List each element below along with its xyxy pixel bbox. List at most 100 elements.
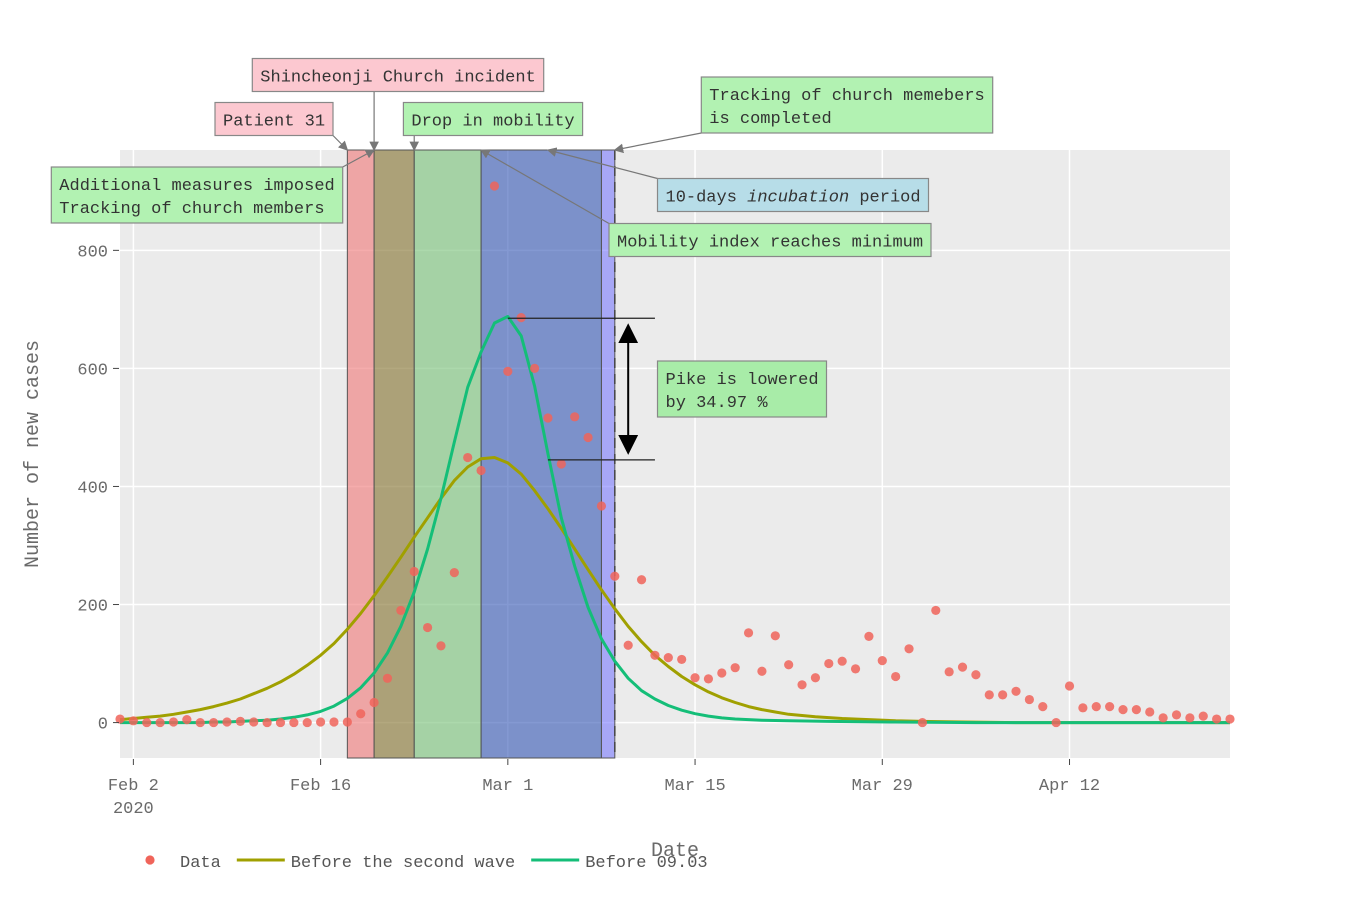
- data-point: [837, 656, 847, 666]
- data-point: [543, 413, 553, 423]
- data-point: [382, 673, 393, 683]
- x-tick-label: Feb 16: [290, 777, 351, 796]
- data-point: [984, 690, 994, 700]
- data-point: [142, 717, 152, 728]
- annotation-text: by 34.97 %: [666, 394, 769, 413]
- shaded-periods: [346, 149, 616, 759]
- data-point: [262, 717, 272, 728]
- data-point: [1171, 710, 1182, 720]
- series-line: [119, 456, 1230, 725]
- annotation-text: Pike is lowered: [666, 371, 819, 390]
- annotation-arrow: [613, 132, 702, 154]
- data-point: [529, 363, 540, 374]
- x-tick-label: Apr 12: [1039, 777, 1100, 796]
- data-point: [570, 412, 580, 422]
- data-point: [1024, 694, 1034, 705]
- shaded-period: [346, 149, 375, 759]
- legend-label: Before the second wave: [291, 854, 515, 873]
- data-point: [316, 717, 326, 727]
- data-point: [222, 717, 232, 727]
- annotation-text-italic: incubation: [747, 189, 849, 208]
- data-point: [1038, 702, 1048, 712]
- data-point: [1131, 704, 1141, 715]
- annotation-text: Tracking of church memebers: [709, 87, 984, 106]
- y-axis-title: Number of new cases: [22, 340, 45, 568]
- data-point: [182, 715, 192, 725]
- data-point: [650, 650, 660, 660]
- data-point: [784, 660, 794, 670]
- data-point: [449, 568, 459, 578]
- data-point: [623, 640, 633, 650]
- x-tick-label: Feb 2: [108, 777, 159, 796]
- data-point: [476, 465, 486, 476]
- data-point: [583, 432, 593, 443]
- shaded-period: [480, 149, 602, 759]
- data-point: [797, 680, 807, 690]
- data-point: [356, 709, 366, 719]
- y-tick-label: 800: [77, 243, 108, 262]
- data-point: [369, 697, 379, 708]
- data-point: [730, 663, 740, 673]
- data-point: [690, 673, 700, 683]
- data-point: [904, 644, 914, 654]
- data-point: [329, 717, 339, 727]
- data-point: [917, 717, 928, 728]
- data-point: [1212, 714, 1222, 724]
- data-point: [610, 571, 620, 581]
- data-point: [275, 717, 286, 728]
- annotation-box: [700, 76, 994, 134]
- annotation-box: [50, 166, 344, 224]
- data-point: [209, 717, 219, 728]
- annotation-box: [608, 222, 932, 258]
- annotation-text: Tracking of church members: [59, 200, 324, 219]
- data-point: [1118, 704, 1128, 715]
- x-tick-label: Mar 29: [852, 777, 913, 796]
- axes: 0 200 400 600 800 Feb 2 2020 Feb 16 Mar 1 Mar 15 M…: [77, 243, 1100, 819]
- data-point: [1158, 713, 1168, 723]
- data-point: [1105, 702, 1115, 712]
- annotation-text: is completed: [709, 110, 831, 129]
- annotation-text-part: 10-days: [666, 189, 748, 208]
- data-point: [850, 664, 861, 674]
- data-point: [703, 674, 714, 684]
- annotation-box: [402, 101, 584, 137]
- data-point: [1225, 714, 1235, 724]
- data-point: [489, 181, 500, 191]
- data-point: [677, 654, 687, 665]
- data-point: [931, 605, 941, 616]
- annotation-arrow: [342, 149, 376, 168]
- data-point: [891, 671, 901, 682]
- annotation-box: [656, 360, 828, 418]
- data-point: [757, 666, 767, 676]
- data-point: [810, 673, 821, 683]
- data-point: [717, 668, 727, 678]
- legend-marker: [145, 855, 155, 865]
- data-point: [1145, 707, 1155, 717]
- data-point: [422, 622, 433, 633]
- annotation-text: Shincheonji Church incident: [260, 69, 535, 88]
- data-point: [824, 658, 834, 669]
- annotation-text: Additional measures imposed: [59, 177, 334, 196]
- data-point: [770, 631, 780, 641]
- data-point: [289, 717, 299, 728]
- data-point: [302, 717, 312, 728]
- annotations: Shincheonji Church incident Patient 31 Dro…: [50, 57, 994, 461]
- data-point: [1064, 681, 1075, 691]
- data-point: [1078, 703, 1088, 713]
- data-point: [1185, 713, 1195, 723]
- data-point: [235, 716, 245, 727]
- y-tick-label: 200: [77, 598, 108, 617]
- data-point: [436, 641, 446, 651]
- annotation-text: Mobility index reaches minimum: [617, 234, 923, 253]
- data-point: [1051, 717, 1061, 728]
- data-point: [864, 631, 874, 642]
- shaded-period: [413, 149, 482, 759]
- data-point: [636, 575, 647, 585]
- annotation-arrow: [332, 135, 349, 151]
- annotation-arrow: [480, 149, 610, 225]
- annotation-box: [214, 101, 334, 137]
- legend-label: Before 09.03: [585, 854, 707, 873]
- x-tick-label: Mar 15: [664, 777, 725, 796]
- annotation-text-part: period: [849, 189, 920, 208]
